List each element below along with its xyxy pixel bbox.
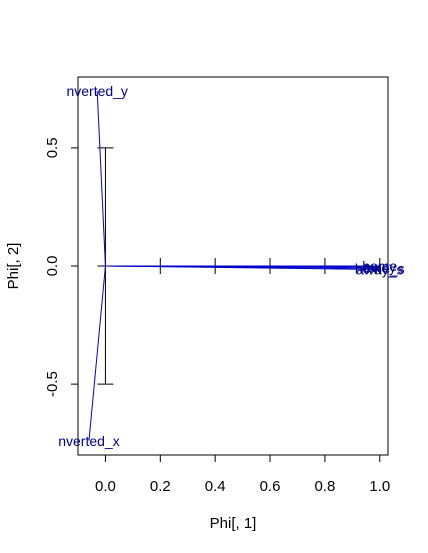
- y-tick-label-2: 0.5: [44, 137, 61, 158]
- x-tick-label-1: 0.2: [150, 478, 171, 495]
- point-label-inverted-y: nverted_y: [66, 83, 127, 99]
- y-tick-label-0: -0.5: [44, 371, 61, 397]
- point-label-home-s: home_s: [355, 260, 405, 276]
- x-tick-label-4: 0.8: [314, 478, 335, 495]
- x-tick-label-2: 0.4: [205, 478, 226, 495]
- x-axis: 0.0 0.2 0.4 0.6 0.8 1.0: [95, 455, 390, 495]
- x-tick-label-3: 0.6: [260, 478, 281, 495]
- x-tick-label-5: 1.0: [369, 478, 390, 495]
- y-tick-label-1: 0.0: [44, 256, 61, 277]
- vector-inverted-y: [96, 91, 106, 267]
- loading-vectors: [88, 91, 380, 441]
- vector-away-s: [105, 265, 380, 271]
- vector-inverted-x: [88, 265, 106, 441]
- y-axis: -0.5 0.0 0.5: [44, 137, 78, 397]
- x-tick-label-0: 0.0: [95, 478, 116, 495]
- x-axis-title: Phi[, 1]: [210, 515, 257, 532]
- point-label-inverted-x: nverted_x: [58, 433, 119, 449]
- point-label-home: home: [362, 258, 397, 274]
- point-label-away-s: away_s: [356, 262, 403, 278]
- y-axis-title: Phi[, 2]: [5, 243, 22, 290]
- point-label-away: away: [363, 259, 396, 275]
